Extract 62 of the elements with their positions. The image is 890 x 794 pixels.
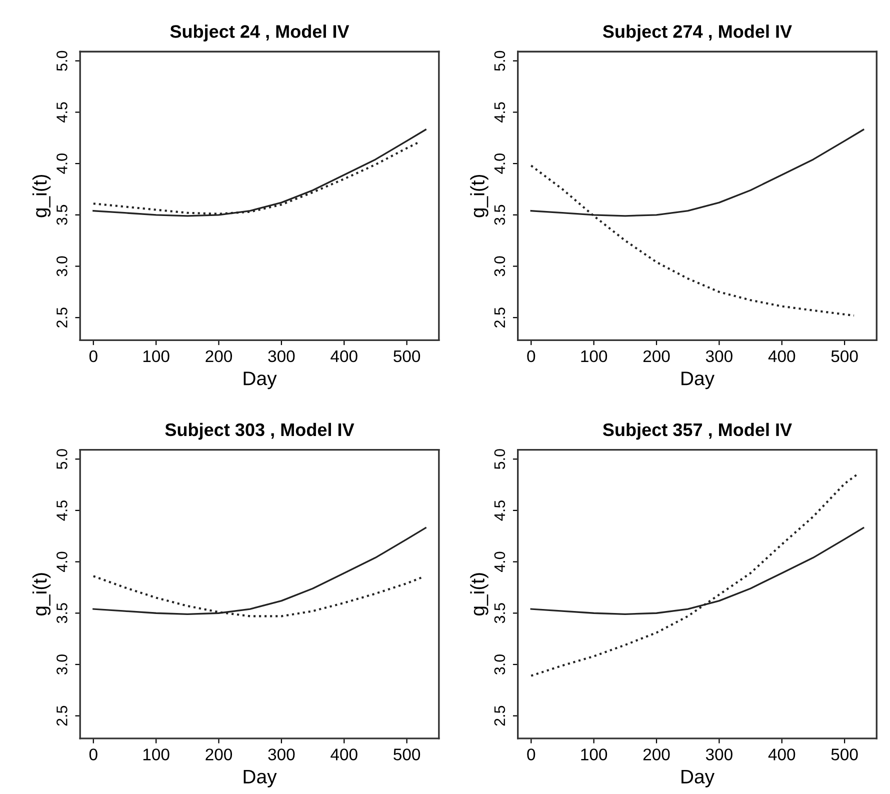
y-tick-label: 3.5 <box>494 603 506 624</box>
x-tick-label: 200 <box>206 350 232 362</box>
y-tick-label: 2.5 <box>56 308 68 328</box>
x-tick-label: 300 <box>706 350 732 362</box>
x-tick-label: 100 <box>143 748 170 760</box>
y-tick-label: 5.0 <box>494 50 506 71</box>
y-tick-label: 4.5 <box>494 102 506 122</box>
x-tick-label: 0 <box>89 748 98 760</box>
x-tick-label: 400 <box>768 748 796 760</box>
y-tick-label: 3.5 <box>56 603 68 624</box>
chart-title: Subject 274 , Model IV <box>602 24 792 42</box>
x-tick-label: 500 <box>831 748 858 760</box>
y-tick-label: 2.5 <box>494 308 506 328</box>
x-axis-title: Day <box>244 372 277 390</box>
y-tick-label: 3.0 <box>494 654 506 675</box>
y-tick-label: 4.5 <box>56 102 68 122</box>
x-tick-label: 500 <box>394 350 420 362</box>
y-tick-label: 2.5 <box>494 706 506 726</box>
y-tick-label: 4.0 <box>494 552 506 572</box>
y-tick-label: 5.0 <box>56 50 68 71</box>
x-tick-label: 200 <box>643 748 670 760</box>
y-tick-label: 5.0 <box>56 449 68 470</box>
x-tick-label: 100 <box>143 350 170 362</box>
y-tick-label: 4.0 <box>56 552 68 572</box>
x-axis-title: Day <box>682 372 714 390</box>
x-tick-label: 100 <box>581 748 608 760</box>
y-axis-title: g_i(t) <box>32 174 51 218</box>
y-tick-label: 3.0 <box>56 654 68 675</box>
x-tick-label: 0 <box>89 350 98 362</box>
x-tick-label: 100 <box>581 350 608 362</box>
chart-title: Subject 303 , Model IV <box>165 422 354 440</box>
y-tick-label: 2.5 <box>56 706 68 726</box>
y-tick-label: 4.5 <box>56 500 68 521</box>
x-tick-label: 200 <box>643 350 670 362</box>
chart-title: Subject 24 , Model IV <box>170 24 350 42</box>
x-tick-label: 400 <box>330 350 358 362</box>
y-axis-title: g_i(t) <box>470 174 488 218</box>
x-axis-title: Day <box>682 770 714 788</box>
y-tick-label: 3.0 <box>494 256 506 276</box>
x-tick-label: 0 <box>527 350 536 362</box>
x-tick-label: 300 <box>268 350 295 362</box>
x-tick-label: 500 <box>831 350 858 362</box>
line-series <box>92 128 426 217</box>
y-tick-label: 4.0 <box>494 154 506 174</box>
x-tick-label: 200 <box>206 748 232 760</box>
x-tick-label: 0 <box>527 748 536 760</box>
x-tick-label: 300 <box>268 748 295 760</box>
x-tick-label: 400 <box>330 748 358 760</box>
chart-title: Subject 357 , Model IV <box>602 422 792 440</box>
x-axis-title: Day <box>244 770 277 788</box>
y-tick-label: 3.5 <box>56 204 68 225</box>
x-tick-label: 300 <box>706 748 732 760</box>
y-axis-title: g_i(t) <box>470 573 488 616</box>
y-tick-label: 4.0 <box>56 154 68 174</box>
y-axis-title: g_i(t) <box>32 573 51 616</box>
x-tick-label: 500 <box>394 748 420 760</box>
line-series <box>92 527 426 615</box>
y-tick-label: 3.0 <box>56 256 68 276</box>
y-tick-label: 5.0 <box>494 449 506 470</box>
y-tick-label: 4.5 <box>494 500 506 521</box>
x-tick-label: 400 <box>768 350 796 362</box>
y-tick-label: 3.5 <box>494 204 506 225</box>
